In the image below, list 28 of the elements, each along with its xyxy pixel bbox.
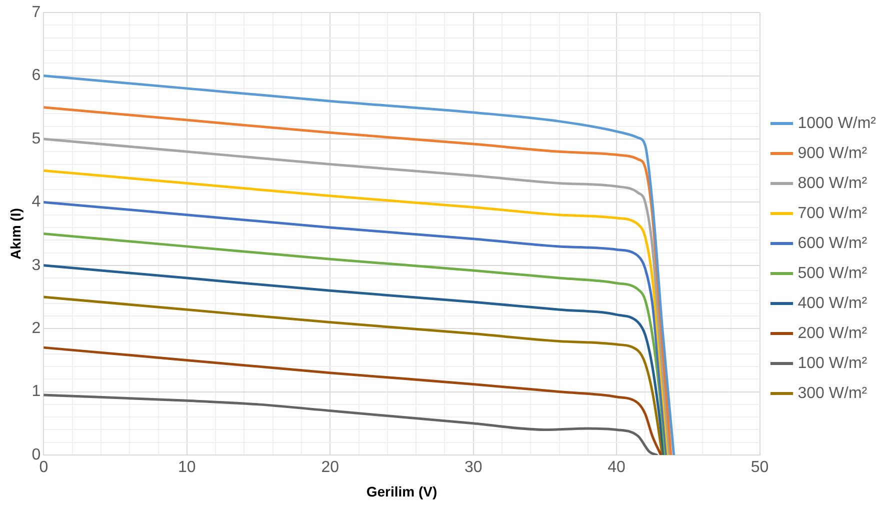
legend-label: 800 W/m²: [798, 174, 868, 192]
y-axis-title: Akım (I): [7, 208, 24, 260]
line-series: [44, 394, 658, 455]
legend-label: 700 W/m²: [798, 204, 868, 222]
legend-label: 200 W/m²: [798, 324, 868, 342]
legend-label: 1000 W/m²: [798, 114, 877, 132]
y-tick-label: 6: [32, 67, 41, 84]
y-tick-label: 2: [32, 320, 41, 338]
y-tick-label: 3: [32, 256, 41, 274]
y-tick-label: 5: [32, 130, 41, 148]
x-tick-label: 30: [464, 459, 482, 476]
legend-label: 400 W/m²: [798, 294, 868, 312]
y-tick-label: 0: [32, 446, 41, 464]
y-tick-label: 7: [32, 4, 41, 22]
legend-label: 900 W/m²: [798, 144, 868, 162]
legend-label: 100 W/m²: [798, 354, 868, 372]
y-tick-label: 4: [32, 194, 41, 211]
legend-label: 300 W/m²: [798, 384, 868, 402]
x-tick-label: 50: [750, 459, 769, 476]
x-tick-label: 40: [608, 459, 626, 476]
x-axis-title: Gerilim (V): [366, 483, 438, 500]
x-tick-label: 20: [321, 459, 340, 476]
line-series: [44, 296, 664, 455]
x-tick-label: 10: [178, 459, 196, 476]
y-tick-label: 1: [32, 383, 41, 400]
line-series: [44, 346, 662, 455]
legend-label: 500 W/m²: [798, 264, 868, 282]
legend-label: 600 W/m²: [798, 234, 868, 252]
